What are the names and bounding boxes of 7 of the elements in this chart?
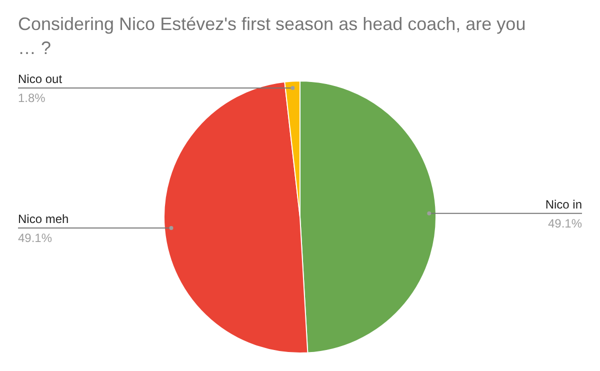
data-label: 1.8% (18, 91, 46, 106)
data-label: 49.1% (18, 230, 52, 245)
slice-label: Nico in (545, 197, 582, 212)
slice-label: Nico out (18, 72, 63, 86)
chart-title: Considering Nico Estévez's first season as head coach, are you … ? (18, 14, 526, 58)
data-label: 49.1% (548, 216, 582, 230)
slice-label: Nico meh (18, 212, 69, 226)
